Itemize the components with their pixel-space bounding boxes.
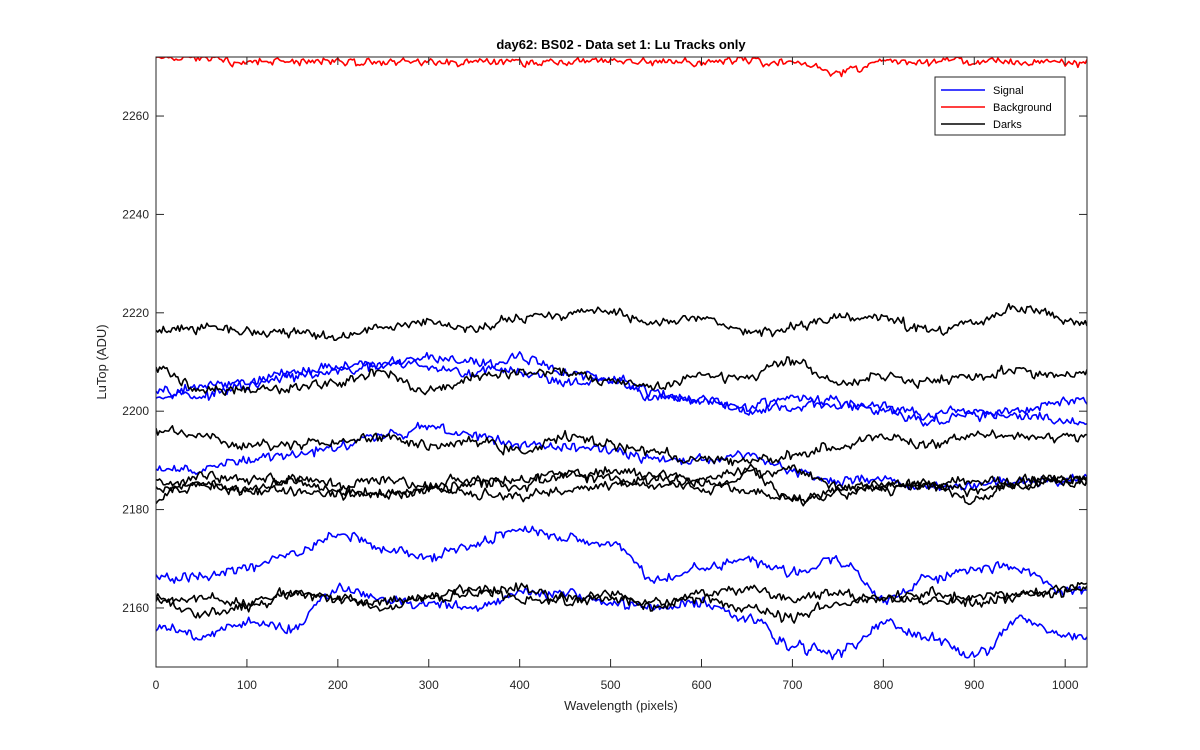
y-tick-label: 2220: [122, 306, 149, 320]
series-line-signal: [156, 525, 1087, 606]
series-line-darks: [156, 464, 1087, 503]
x-tick-label: 500: [601, 678, 621, 692]
y-tick-label: 2200: [122, 404, 149, 418]
x-axis: 0 100 200 300 400 500 600 700 800 900 1000: [153, 57, 1079, 692]
series-line-darks: [156, 303, 1087, 341]
x-tick-label: 300: [419, 678, 439, 692]
legend: Signal Background Darks: [934, 76, 1066, 136]
y-tick-label: 2240: [122, 207, 149, 221]
x-tick-label: 800: [873, 678, 893, 692]
series-line-darks: [156, 584, 1087, 624]
x-tick-label: 400: [510, 678, 530, 692]
series-line-darks: [156, 425, 1087, 467]
y-tick-label: 2260: [122, 109, 149, 123]
legend-background-label: Background: [993, 102, 1052, 114]
y-tick-label: 2180: [122, 503, 149, 517]
x-tick-label: 100: [237, 678, 257, 692]
y-axis: 2160 2180 2200 2220 2240 2260: [122, 109, 1087, 615]
series-line-signal: [156, 351, 1087, 427]
x-tick-label: 900: [964, 678, 984, 692]
y-tick-label: 2160: [122, 601, 149, 615]
x-tick-label: 200: [328, 678, 348, 692]
x-tick-label: 600: [691, 678, 711, 692]
series-line-background: [156, 57, 1087, 78]
legend-box: [934, 76, 1066, 136]
series-line-darks: [156, 356, 1087, 396]
series-line-darks: [156, 582, 1087, 619]
series-line-darks: [156, 469, 1087, 506]
x-tick-label: 1000: [1052, 678, 1079, 692]
x-tick-label: 700: [782, 678, 802, 692]
x-tick-label: 0: [153, 678, 160, 692]
plot-frame: [155, 56, 1088, 668]
y-axis-label: LuTop (ADU): [94, 324, 109, 399]
x-axis-label: Wavelength (pixels): [564, 698, 678, 713]
series-layer: [156, 57, 1087, 661]
chart-title: day62: BS02 - Data set 1: Lu Tracks only: [496, 37, 746, 52]
legend-darks-label: Darks: [993, 119, 1022, 131]
legend-signal-label: Signal: [993, 85, 1024, 97]
series-line-signal: [156, 582, 1087, 661]
